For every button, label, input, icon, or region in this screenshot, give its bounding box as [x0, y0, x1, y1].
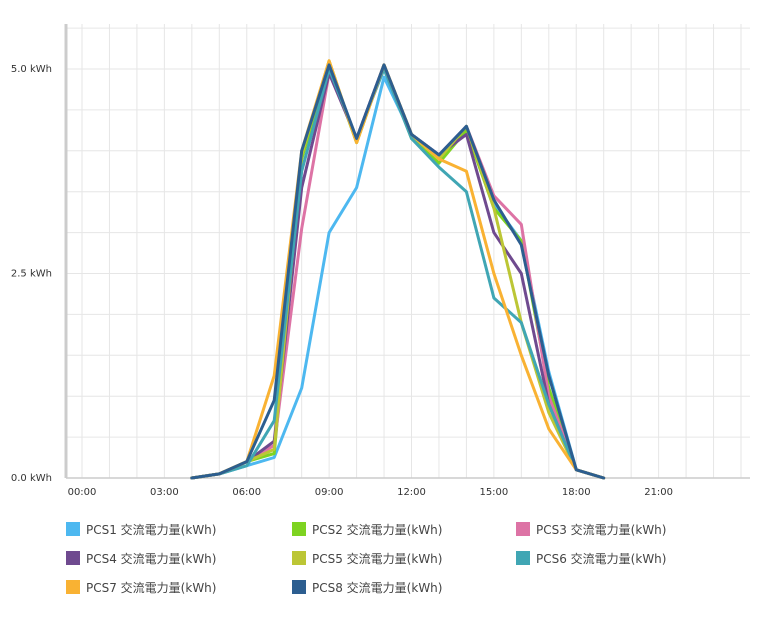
legend-item-pcs8[interactable]: PCS8 交流電力量(kWh) — [292, 578, 442, 596]
legend-label: PCS5 交流電力量(kWh) — [312, 551, 443, 566]
legend-item-pcs7[interactable]: PCS7 交流電力量(kWh) — [66, 578, 216, 596]
legend-item-pcs4[interactable]: PCS4 交流電力量(kWh) — [66, 549, 216, 567]
x-tick-label: 09:00 — [315, 487, 344, 498]
plot-area-background — [62, 24, 750, 482]
series-line-pcs6 — [190, 67, 606, 480]
line-chart: 0.0 kWh 2.5 kWh 5.0 kWh 00:00 03:00 06:00 09:0… — [11, 24, 750, 498]
legend-label: PCS1 交流電力量(kWh) — [86, 522, 217, 537]
legend-label: PCS6 交流電力量(kWh) — [536, 551, 667, 566]
legend-item-pcs2[interactable]: PCS2 交流電力量(kWh) — [292, 520, 442, 538]
x-tick-label: 06:00 — [232, 487, 261, 498]
legend-swatch — [292, 551, 306, 565]
tick-labels: 0.0 kWh 2.5 kWh 5.0 kWh 00:00 03:00 06:00 09:0… — [11, 64, 673, 498]
legend-item-pcs1[interactable]: PCS1 交流電力量(kWh) — [66, 520, 216, 538]
legend-swatch — [66, 522, 80, 536]
legend-label: PCS7 交流電力量(kWh) — [86, 580, 217, 595]
legend-label: PCS3 交流電力量(kWh) — [536, 522, 667, 537]
x-tick-label: 18:00 — [562, 487, 591, 498]
legend-item-pcs5[interactable]: PCS5 交流電力量(kWh) — [292, 549, 442, 567]
x-tick-label: 15:00 — [479, 487, 508, 498]
grid — [66, 24, 750, 479]
series-line-pcs8 — [190, 63, 606, 480]
legend: PCS1 交流電力量(kWh) PCS2 交流電力量(kWh) PCS3 交流電力量… — [0, 518, 780, 618]
y-tick-label: 2.5 kWh — [11, 268, 52, 279]
legend-swatch — [292, 522, 306, 536]
x-tick-label: 12:00 — [397, 487, 426, 498]
x-tick-label: 21:00 — [644, 487, 673, 498]
y-tick-label: 0.0 kWh — [11, 473, 52, 484]
axes — [64, 24, 750, 479]
legend-label: PCS2 交流電力量(kWh) — [312, 522, 443, 537]
y-tick-label: 5.0 kWh — [11, 64, 52, 75]
legend-item-pcs6[interactable]: PCS6 交流電力量(kWh) — [516, 549, 666, 567]
legend-swatch — [66, 551, 80, 565]
legend-swatch — [516, 522, 530, 536]
legend-swatch — [66, 580, 80, 594]
legend-item-pcs3[interactable]: PCS3 交流電力量(kWh) — [516, 520, 666, 538]
x-tick-label: 03:00 — [150, 487, 179, 498]
legend-label: PCS4 交流電力量(kWh) — [86, 551, 217, 566]
legend-label: PCS8 交流電力量(kWh) — [312, 580, 443, 595]
legend-swatch — [292, 580, 306, 594]
x-tick-label: 00:00 — [68, 487, 97, 498]
legend-swatch — [516, 551, 530, 565]
series-lines — [190, 59, 606, 480]
